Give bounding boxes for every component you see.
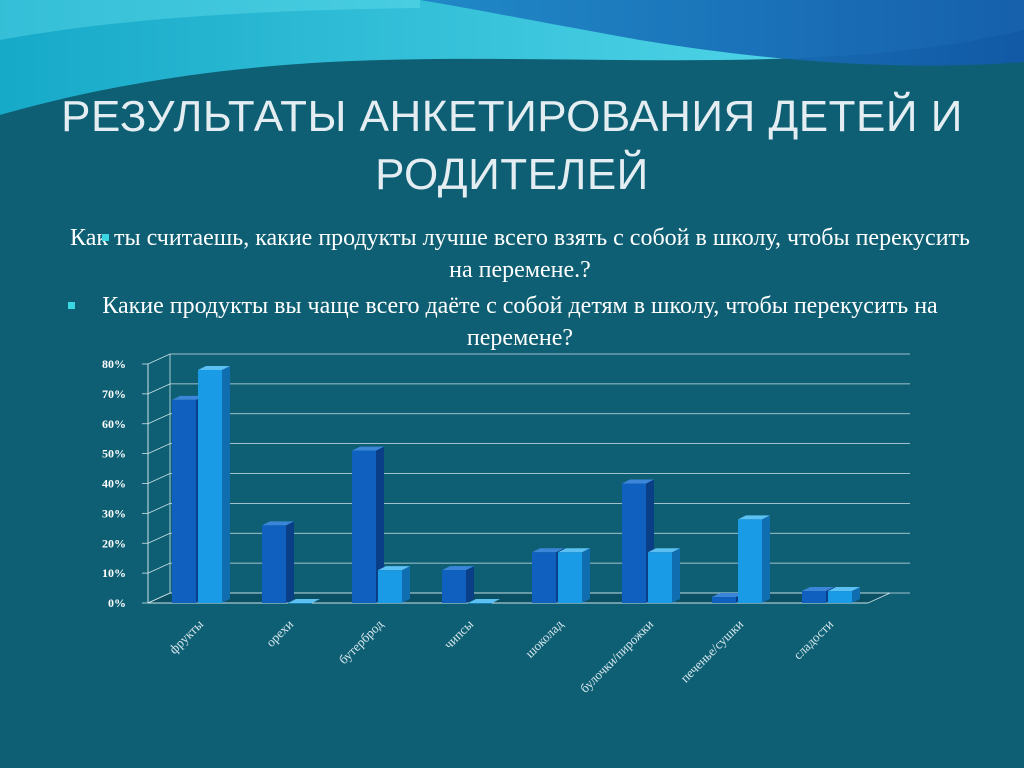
bar xyxy=(378,570,402,603)
y-tick-label: 70% xyxy=(102,387,126,401)
bar xyxy=(442,570,466,603)
x-tick-label: печенье/сушки xyxy=(677,616,746,685)
bar xyxy=(558,552,582,603)
gridline xyxy=(147,473,910,484)
bar xyxy=(802,591,826,603)
bar-side xyxy=(466,566,474,603)
gridline xyxy=(147,413,910,425)
y-tick-label: 80% xyxy=(102,357,126,371)
y-tick-label: 60% xyxy=(102,417,126,431)
y-tick-label: 40% xyxy=(102,477,126,491)
bullet-list: Как ты считаешь, какие продукты лучше вс… xyxy=(60,222,980,358)
bar xyxy=(198,369,222,603)
bar-top xyxy=(712,593,744,598)
x-tick-label: булочки/пирожки xyxy=(577,616,656,695)
bar-top xyxy=(352,446,384,451)
x-tick-label: бутерброд xyxy=(336,616,387,667)
x-tick-label: шоколад xyxy=(522,616,566,660)
x-tick-label: орехи xyxy=(263,616,296,649)
bar xyxy=(622,483,646,603)
bar-top xyxy=(172,395,204,400)
bar-top xyxy=(648,548,680,553)
bar-top xyxy=(532,548,564,553)
gridline xyxy=(147,532,910,544)
x-tick-label: чипсы xyxy=(441,616,477,652)
bar-top xyxy=(738,515,770,520)
bar-side xyxy=(582,548,590,603)
gridline xyxy=(147,502,910,514)
bar-chart: 0% 10% 20% 30% 40% 50% 60% 70% 80% фрукты орехи бут… xyxy=(102,353,910,696)
bar-top xyxy=(262,521,294,526)
y-tick-label: 20% xyxy=(102,536,126,550)
bullet-text: Какие продукты вы чаще всего даёте с соб… xyxy=(102,293,938,351)
y-tick-label: 10% xyxy=(102,566,126,580)
bar xyxy=(712,597,736,603)
bar xyxy=(262,525,286,603)
x-tick-label: сладости xyxy=(790,616,836,662)
square-bullet-icon xyxy=(102,234,109,241)
gridline xyxy=(147,383,910,395)
slide-title: РЕЗУЛЬТАТЫ АНКЕТИРОВАНИЯ ДЕТЕЙ И РОДИТЕЛ… xyxy=(61,92,963,199)
gridline xyxy=(147,353,910,365)
bullet-text: Как ты считаешь, какие продукты лучше вс… xyxy=(70,225,970,283)
bar-side xyxy=(402,566,410,603)
bar xyxy=(738,519,762,603)
bar xyxy=(352,450,376,603)
y-tick-label: 30% xyxy=(102,506,126,520)
wave-top-dark xyxy=(420,0,1024,66)
bar-side xyxy=(762,515,770,603)
bar-side xyxy=(286,521,294,603)
bar-side xyxy=(672,548,680,603)
bar xyxy=(648,552,672,603)
y-tick-label: 50% xyxy=(102,447,126,461)
y-tick-label: 0% xyxy=(108,596,126,610)
chart-floor xyxy=(147,592,891,604)
bar xyxy=(468,603,492,604)
bar-top xyxy=(288,599,320,603)
bar xyxy=(532,552,556,603)
bar-side xyxy=(222,365,230,603)
bar-top xyxy=(622,479,654,484)
bullet-item: Какие продукты вы чаще всего даёте с соб… xyxy=(60,290,980,354)
bar xyxy=(828,591,852,603)
bar-top xyxy=(558,548,590,553)
bar-side xyxy=(376,446,384,603)
bar-top xyxy=(828,587,860,592)
bullet-item: Как ты считаешь, какие продукты лучше вс… xyxy=(60,222,980,286)
square-bullet-icon xyxy=(68,302,75,309)
bar-top xyxy=(802,587,834,592)
x-tick-label: фрукты xyxy=(166,616,206,656)
bar-side xyxy=(852,587,860,603)
bar xyxy=(288,603,312,604)
bar xyxy=(172,399,196,603)
bar-top xyxy=(468,599,500,603)
gridline xyxy=(147,443,910,454)
wave-highlight xyxy=(0,0,420,40)
bar-top xyxy=(378,566,410,571)
bar-top xyxy=(442,566,474,571)
bar-top xyxy=(198,365,230,370)
